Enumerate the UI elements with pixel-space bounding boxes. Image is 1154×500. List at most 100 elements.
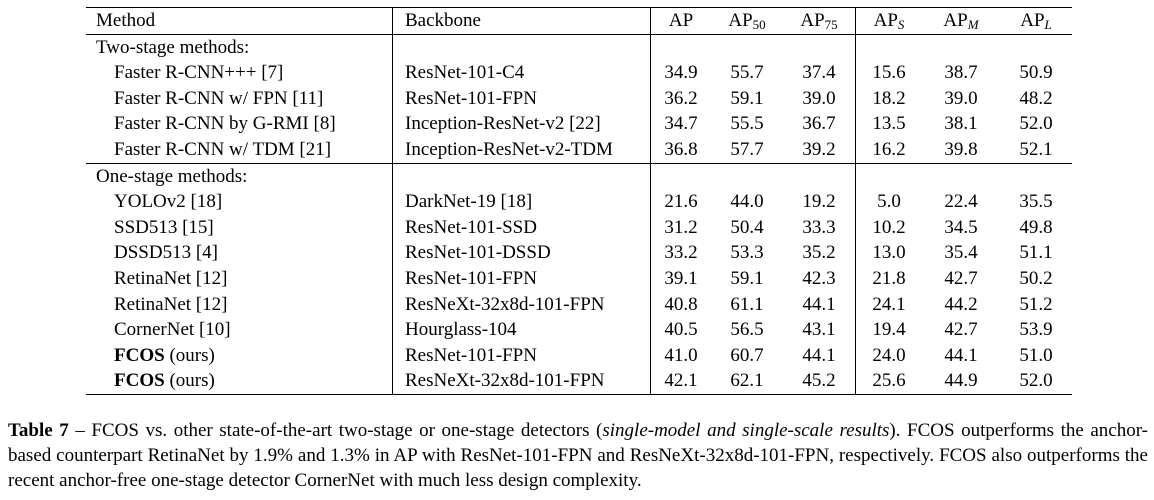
method-name: Faster R-CNN w/ TDM [21] bbox=[114, 138, 332, 160]
ap75-cell: 39.2 bbox=[802, 138, 836, 160]
ap75-cell: 44.1 bbox=[802, 344, 836, 366]
table-row: DSSD513 [4] ResNet-101-DSSD 33.2 53.3 35.2 13… bbox=[86, 240, 1072, 266]
apl-cell: 51.1 bbox=[1019, 242, 1053, 264]
ap75-cell: 43.1 bbox=[802, 319, 836, 341]
apl-cell: 48.2 bbox=[1019, 87, 1053, 109]
method-cell: Faster R-CNN w/ TDM [21] bbox=[86, 137, 393, 163]
section-spacer bbox=[711, 162, 783, 190]
apm-cell: 42.7 bbox=[944, 319, 978, 341]
apm-cell: 44.2 bbox=[944, 293, 978, 315]
table-row: YOLOv2 [18] DarkNet-19 [18] 21.6 44.0 19.2 5.… bbox=[86, 189, 1072, 215]
aps-cell: 16.2 bbox=[855, 136, 922, 164]
ap-cell: 36.8 bbox=[650, 136, 711, 164]
backbone-cell: ResNet-101-DSSD bbox=[392, 240, 651, 266]
apm-cell: 42.7 bbox=[944, 267, 978, 289]
section-spacer bbox=[855, 33, 922, 61]
method-cell: Faster R-CNN by G-RMI [8] bbox=[86, 111, 393, 137]
section-spacer bbox=[1000, 33, 1072, 61]
ap75-cell: 33.3 bbox=[802, 216, 836, 238]
backbone-cell: ResNet-101-SSD bbox=[392, 214, 651, 241]
header-apm: APM bbox=[922, 7, 1000, 35]
ap50-cell: 44.0 bbox=[730, 191, 764, 213]
section-spacer bbox=[392, 33, 651, 61]
results-table: Method Backbone AP AP50 AP75 APS APM APL… bbox=[86, 7, 1072, 395]
backbone-cell: ResNet-101-C4 bbox=[392, 60, 651, 86]
apm-cell: 39.8 bbox=[944, 138, 978, 160]
table-row: CornerNet [10] Hourglass-104 40.5 56.5 43.1 1… bbox=[86, 317, 1072, 343]
apl-cell: 52.0 bbox=[1000, 368, 1072, 395]
header-ap50: AP50 bbox=[711, 7, 783, 35]
apm-cell: 22.4 bbox=[944, 191, 978, 213]
apl-cell: 52.1 bbox=[1019, 138, 1053, 160]
header-ap75: AP75 bbox=[783, 7, 856, 35]
method-name: (ours) bbox=[164, 370, 215, 392]
table-row: Faster R-CNN+++ [7] ResNet-101-C4 34.9 55.7… bbox=[86, 60, 1072, 86]
ap50-cell: 55.7 bbox=[730, 62, 764, 84]
ap50-cell: 55.5 bbox=[730, 113, 764, 135]
section-spacer bbox=[922, 33, 1000, 61]
method-cell: Faster R-CNN w/ FPN [11] bbox=[86, 86, 393, 112]
ap50-cell: 61.1 bbox=[730, 293, 764, 315]
section-spacer bbox=[922, 162, 1000, 190]
apm-cell: 44.9 bbox=[922, 368, 1000, 395]
ap-cell: 40.8 bbox=[650, 291, 711, 318]
ap-cell: 42.1 bbox=[650, 368, 711, 395]
header-method: Method bbox=[86, 7, 393, 35]
apl-cell: 50.2 bbox=[1019, 267, 1053, 289]
method-name: (ours) bbox=[164, 344, 215, 366]
header-ap: AP bbox=[650, 7, 711, 35]
method-name: SSD513 [15] bbox=[114, 216, 214, 238]
ap50-cell: 60.7 bbox=[730, 344, 764, 366]
ap50-cell: 62.1 bbox=[711, 368, 783, 395]
backbone-cell: ResNet-101-FPN bbox=[392, 342, 651, 369]
ap-cell: 34.9 bbox=[650, 60, 711, 86]
backbone-cell: ResNeXt-32x8d-101-FPN bbox=[392, 368, 651, 395]
aps-cell: 15.6 bbox=[855, 60, 922, 86]
ap-cell: 40.5 bbox=[650, 317, 711, 343]
ap50-cell: 59.1 bbox=[730, 87, 764, 109]
backbone-cell: ResNet-101-FPN bbox=[392, 85, 651, 112]
apm-cell: 34.5 bbox=[944, 216, 978, 238]
aps-cell: 24.1 bbox=[855, 291, 922, 318]
aps-cell: 13.0 bbox=[855, 240, 922, 266]
caption-text-1: – FCOS vs. other state-of-the-art two-st… bbox=[68, 420, 603, 441]
method-name: Faster R-CNN+++ [7] bbox=[114, 62, 284, 84]
ap50-cell: 56.5 bbox=[730, 319, 764, 341]
section-spacer bbox=[1000, 162, 1072, 190]
section-spacer bbox=[650, 162, 711, 190]
method-name: CornerNet [10] bbox=[114, 319, 231, 341]
aps-cell: 13.5 bbox=[855, 111, 922, 137]
section-title: Two-stage methods: bbox=[86, 33, 393, 61]
apl-cell: 53.9 bbox=[1019, 319, 1053, 341]
header-backbone: Backbone bbox=[392, 7, 651, 35]
method-cell: Faster R-CNN+++ [7] bbox=[86, 60, 393, 86]
aps-cell: 24.0 bbox=[855, 342, 922, 369]
method-cell: FCOS (ours) bbox=[86, 368, 393, 395]
method-cell: CornerNet [10] bbox=[86, 317, 393, 343]
ap-cell: 34.7 bbox=[650, 111, 711, 137]
method-cell: SSD513 [15] bbox=[86, 215, 393, 241]
backbone-cell: ResNet-101-FPN bbox=[392, 265, 651, 292]
method-name: Faster R-CNN by G-RMI [8] bbox=[114, 113, 336, 135]
apm-cell: 38.1 bbox=[944, 113, 978, 135]
ap75-cell: 37.4 bbox=[802, 62, 836, 84]
table-row: SSD513 [15] ResNet-101-SSD 31.2 50.4 33.3 10.… bbox=[86, 214, 1072, 241]
ap50-cell: 57.7 bbox=[730, 138, 764, 160]
results-body: Two-stage methods: Faster R-CNN+++ [7] Res… bbox=[86, 33, 1072, 395]
section-spacer bbox=[711, 33, 783, 61]
ap-cell: 39.1 bbox=[650, 265, 711, 292]
apl-cell: 35.5 bbox=[1019, 191, 1053, 213]
method-name: RetinaNet [12] bbox=[114, 293, 228, 315]
caption-label: Table 7 bbox=[8, 420, 69, 441]
backbone-cell: Hourglass-104 bbox=[392, 317, 651, 343]
apl-cell: 50.9 bbox=[1019, 62, 1053, 84]
backbone-cell: DarkNet-19 [18] bbox=[392, 189, 651, 215]
aps-cell: 21.8 bbox=[855, 265, 922, 292]
method-name: RetinaNet [12] bbox=[114, 267, 228, 289]
ap75-cell: 35.2 bbox=[802, 242, 836, 264]
ap75-cell: 19.2 bbox=[802, 191, 836, 213]
header-apl: APL bbox=[1000, 7, 1072, 35]
ap50-cell: 53.3 bbox=[730, 242, 764, 264]
ap-cell: 33.2 bbox=[650, 240, 711, 266]
